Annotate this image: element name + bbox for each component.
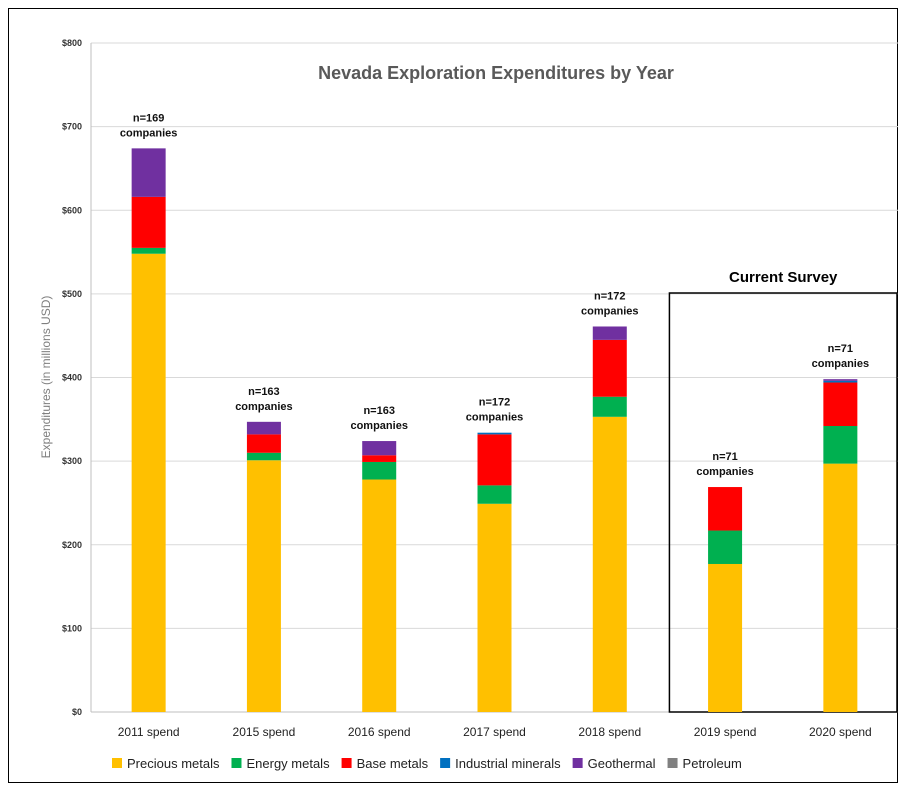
y-tick-label: $0 xyxy=(72,707,82,717)
bar-segment-energy-metals xyxy=(246,452,281,461)
bar-segment-industrial-minerals xyxy=(477,432,512,435)
legend-label: Industrial minerals xyxy=(455,756,561,771)
legend-label: Base metals xyxy=(357,756,429,771)
bar-segment-precious-metals xyxy=(592,416,627,712)
current-survey-box xyxy=(668,292,898,713)
y-tick-label: $700 xyxy=(62,122,82,132)
bar-segment-energy-metals xyxy=(592,396,627,417)
bar-annotation-companies: companies xyxy=(120,127,177,139)
bar-segment-geothermal xyxy=(823,379,858,381)
x-category-label: 2016 spend xyxy=(348,725,411,739)
bar-annotation-count: n=163 xyxy=(248,386,280,398)
bar-segment-base-metals xyxy=(592,339,627,397)
bar-segment-base-metals xyxy=(708,487,743,531)
bar-annotation-companies: companies xyxy=(581,305,638,317)
bar-annotation-companies: companies xyxy=(466,412,523,424)
legend-label: Energy metals xyxy=(246,756,330,771)
y-tick-label: $200 xyxy=(62,540,82,550)
x-category-label: 2019 spend xyxy=(694,725,757,739)
bar-annotation-count: n=163 xyxy=(363,405,395,417)
bar-annotation-companies: companies xyxy=(235,401,292,413)
legend-swatch-petroleum xyxy=(667,758,678,768)
bar-segment-precious-metals xyxy=(131,253,166,713)
bar-segment-energy-metals xyxy=(131,247,166,254)
bar-segment-energy-metals xyxy=(362,461,397,480)
bar-annotation-count: n=169 xyxy=(133,112,165,124)
bar-segment-precious-metals xyxy=(823,463,858,712)
bar-segment-industrial-minerals xyxy=(823,380,858,383)
bar-annotation-companies: companies xyxy=(350,420,407,432)
y-axis-label: Expenditures (in millions USD) xyxy=(39,296,53,459)
bar-segment-geothermal xyxy=(131,148,166,197)
bar-segment-geothermal xyxy=(592,326,627,340)
x-category-label: 2020 spend xyxy=(809,725,872,739)
bar-segment-base-metals xyxy=(362,455,397,462)
y-tick-label: $500 xyxy=(62,289,82,299)
bar-annotation-count: n=172 xyxy=(479,397,511,409)
x-category-label: 2018 spend xyxy=(578,725,641,739)
y-tick-label: $400 xyxy=(62,373,82,383)
legend-swatch-precious-metals xyxy=(112,758,122,768)
bar-annotation-count: n=172 xyxy=(594,290,626,302)
bar-segment-geothermal xyxy=(246,421,281,435)
x-category-label: 2017 spend xyxy=(463,725,526,739)
legend-swatch-energy-metals xyxy=(231,758,242,768)
chart-title: Nevada Exploration Expenditures by Year xyxy=(318,63,674,83)
bar-segment-geothermal xyxy=(362,441,397,456)
bar-segment-base-metals xyxy=(477,434,512,486)
x-category-label: 2015 spend xyxy=(233,725,296,739)
y-tick-label: $800 xyxy=(62,38,82,48)
legend-label: Precious metals xyxy=(127,756,220,771)
legend-swatch-geothermal xyxy=(572,758,583,768)
bar-segment-energy-metals xyxy=(477,485,512,504)
legend-label: Geothermal xyxy=(588,756,656,771)
bar-segment-base-metals xyxy=(131,196,166,248)
bar-annotation-count: n=71 xyxy=(828,343,853,355)
y-tick-label: $300 xyxy=(62,456,82,466)
bar-segment-energy-metals xyxy=(708,530,743,564)
y-tick-label: $100 xyxy=(62,623,82,633)
bar-segment-precious-metals xyxy=(477,503,512,712)
legend-swatch-base-metals xyxy=(341,758,352,768)
bar-segment-base-metals xyxy=(823,382,858,427)
bar-segment-precious-metals xyxy=(246,460,281,712)
current-survey-label: Current Survey xyxy=(729,269,838,286)
y-tick-label: $600 xyxy=(62,205,82,215)
bar-annotation-companies: companies xyxy=(812,358,869,370)
bar-annotation-count: n=71 xyxy=(712,451,737,463)
bar-segment-precious-metals xyxy=(708,563,743,712)
bar-segment-base-metals xyxy=(246,434,281,453)
bar-segment-precious-metals xyxy=(362,479,397,712)
legend-label: Petroleum xyxy=(683,756,742,771)
bar-segment-energy-metals xyxy=(823,426,858,464)
x-category-label: 2011 spend xyxy=(118,725,180,739)
bar-annotation-companies: companies xyxy=(696,466,753,478)
legend-swatch-industrial-minerals xyxy=(440,758,451,768)
